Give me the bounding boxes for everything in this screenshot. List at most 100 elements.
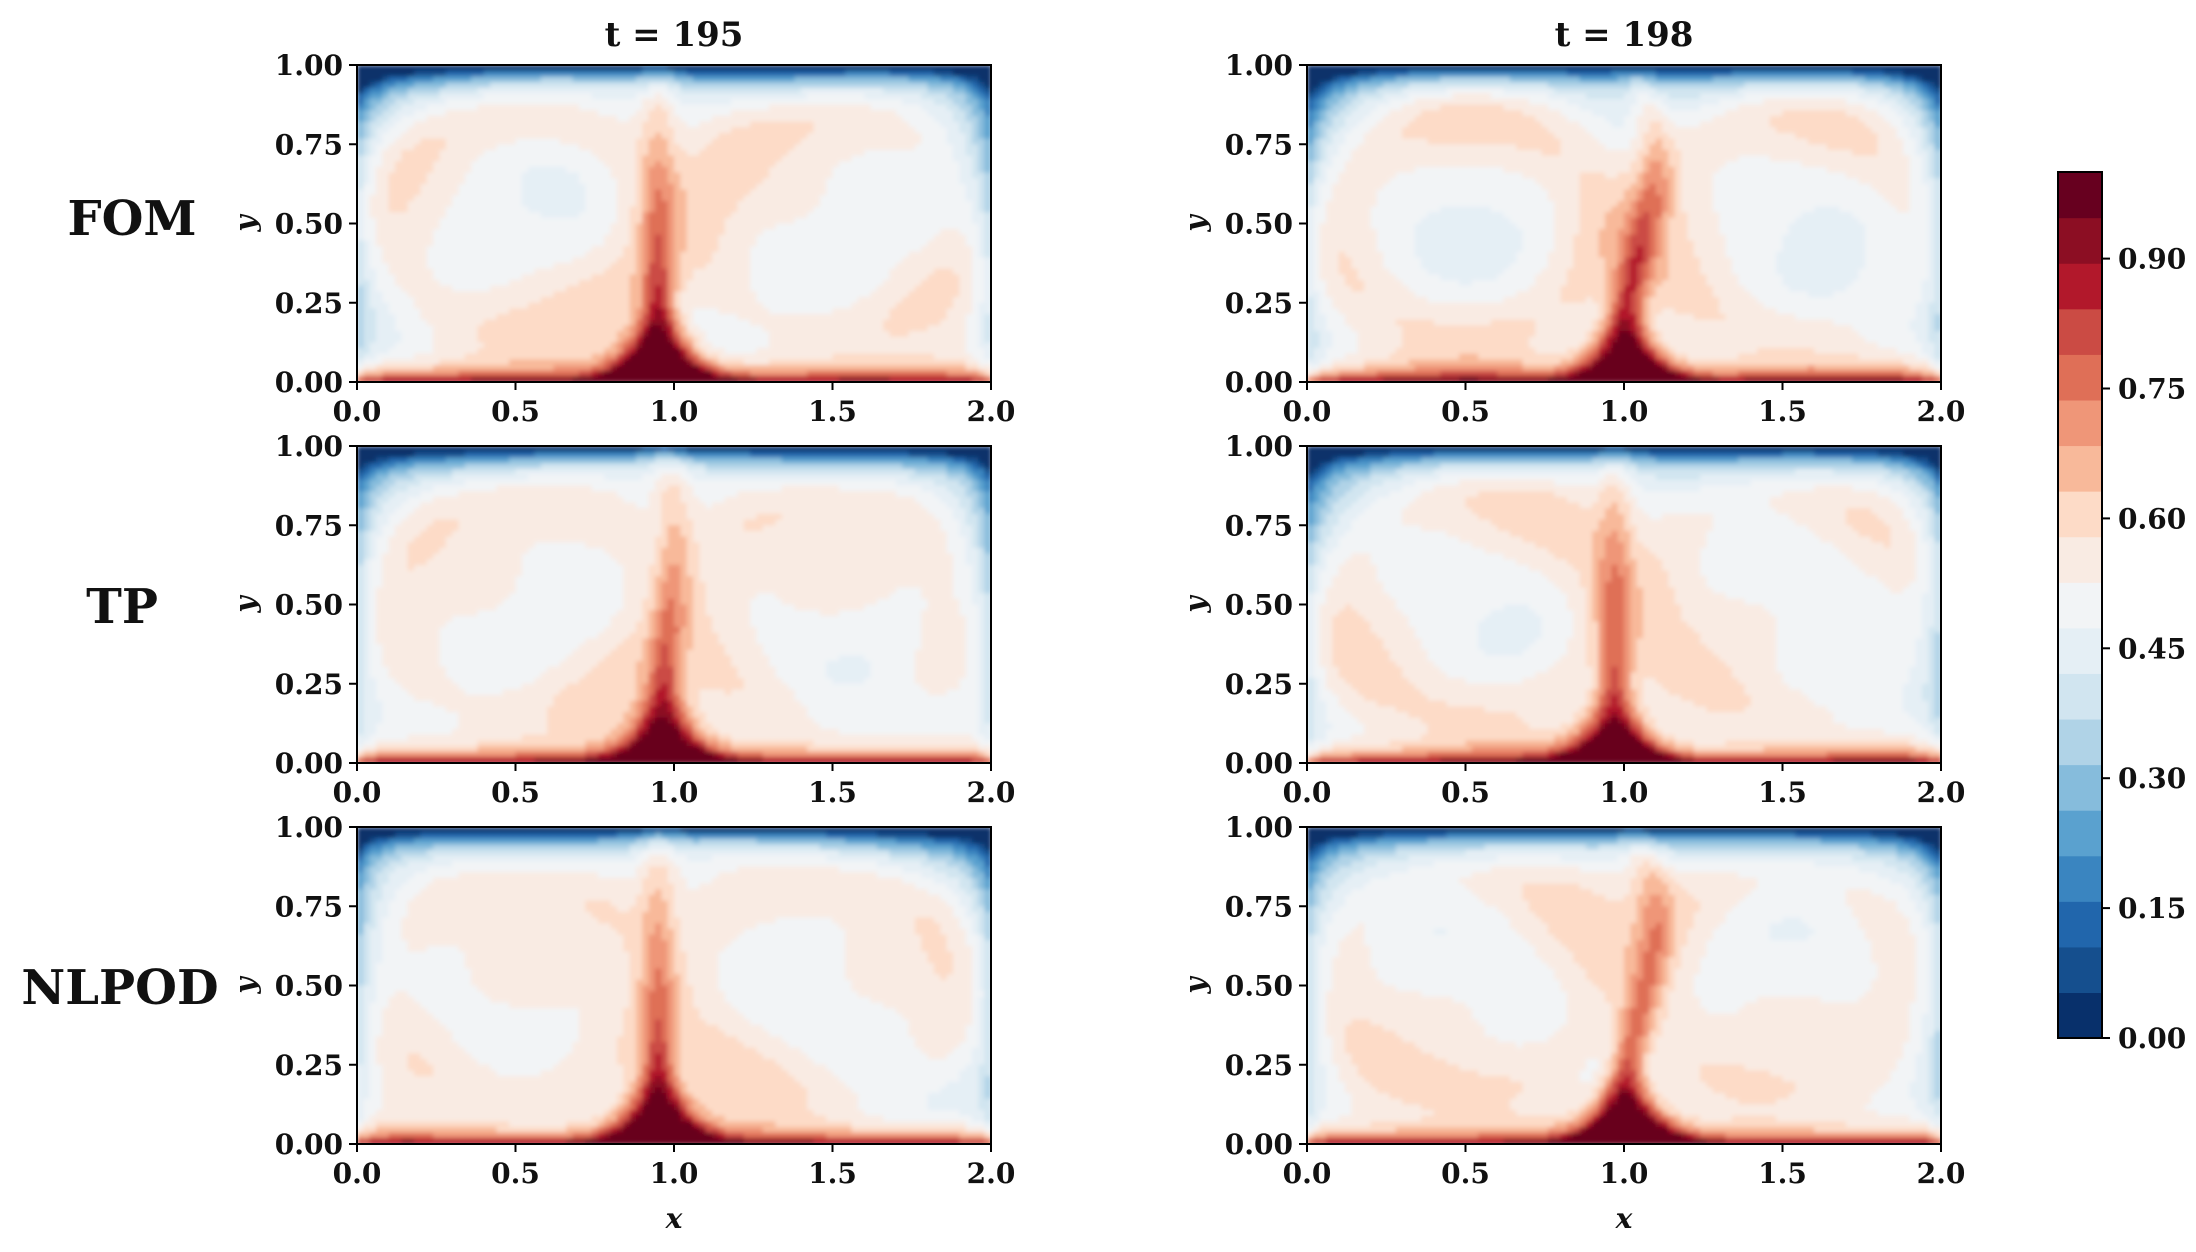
y-tick-label: 0.50 <box>275 208 343 241</box>
contour-field <box>357 65 991 382</box>
x-tick-label: 1.5 <box>808 1157 857 1190</box>
y-tick-label: 0.00 <box>275 1128 343 1161</box>
x-tick-label: 0.5 <box>1441 776 1490 809</box>
x-tick-label: 1.5 <box>1758 1157 1807 1190</box>
x-tick-label: 2.0 <box>1917 776 1966 809</box>
x-tick-label: 0.0 <box>333 776 382 809</box>
x-tick-label: 0.5 <box>491 395 540 428</box>
colorbar-tick-label: 0.00 <box>2118 1022 2186 1055</box>
col-title-right: t = 198 <box>1555 15 1694 55</box>
colorbar-segment <box>2058 445 2102 492</box>
y-tick-label: 1.00 <box>275 430 343 463</box>
y-axis-label: y <box>1179 214 1212 233</box>
panel-tp-right: 0.0 0.5 1.0 1.5 2.0 0.00 0.25 0.50 0.75 1.00 y <box>1179 430 1965 809</box>
x-tick-label: 2.0 <box>1917 1157 1966 1190</box>
colorbar-segment <box>2058 536 2102 583</box>
panel-nlpod-right: 0.0 0.5 1.0 1.5 2.0 0.00 0.25 0.50 0.75 1.00 y <box>1179 811 1965 1190</box>
x-tick-label: 1.0 <box>1600 1157 1649 1190</box>
y-axis-label: y <box>1179 595 1212 614</box>
y-tick-label: 0.25 <box>275 287 343 320</box>
x-tick-label: 0.0 <box>333 395 382 428</box>
x-tick-label: 0.5 <box>491 776 540 809</box>
colorbar-segment <box>2058 855 2102 902</box>
panel-fom-left: 0.0 0.5 1.0 1.5 2.0 0.00 0.25 0.50 0.75 1.00 y <box>229 49 1015 428</box>
x-tick-label: 2.0 <box>967 776 1016 809</box>
x-tick-label: 0.0 <box>1283 1157 1332 1190</box>
y-tick-label: 0.75 <box>1225 509 1293 542</box>
colorbar-tick-label: 0.30 <box>2118 762 2186 795</box>
x-tick-label: 1.5 <box>1758 395 1807 428</box>
y-tick-label: 1.00 <box>275 49 343 82</box>
y-tick-label: 0.25 <box>275 668 343 701</box>
colorbar-tick-label: 0.15 <box>2118 892 2186 925</box>
colorbar: 0.00 0.15 0.30 0.45 0.60 0.75 0.90 <box>2057 171 2186 1055</box>
x-tick-label: 0.5 <box>491 1157 540 1190</box>
colorbar-tick-label: 0.90 <box>2118 243 2186 276</box>
contour-field <box>1307 446 1941 763</box>
y-tick-label: 1.00 <box>1225 49 1293 82</box>
colorbar-segment <box>2058 399 2102 447</box>
y-tick-label: 0.50 <box>1225 970 1293 1003</box>
colorbar-segment <box>2058 354 2102 401</box>
colorbar-segment <box>2058 491 2102 538</box>
colorbar-segment <box>2058 308 2102 355</box>
y-tick-label: 0.00 <box>1225 747 1293 780</box>
xlabel-left: x <box>665 1202 683 1235</box>
x-tick-label: 0.0 <box>1283 776 1332 809</box>
y-tick-label: 0.25 <box>275 1049 343 1082</box>
y-tick-label: 0.00 <box>275 366 343 399</box>
y-tick-label: 0.00 <box>275 747 343 780</box>
x-tick-label: 2.0 <box>967 395 1016 428</box>
colorbar-segment <box>2058 673 2102 720</box>
colorbar-segment <box>2058 718 2102 766</box>
x-tick-label: 1.0 <box>1600 395 1649 428</box>
y-tick-label: 0.75 <box>275 890 343 923</box>
colorbar-segment <box>2058 946 2102 994</box>
y-axis-label: y <box>1179 976 1212 995</box>
x-tick-label: 1.0 <box>1600 776 1649 809</box>
colorbar-segment <box>2058 582 2102 629</box>
y-tick-label: 0.00 <box>1225 366 1293 399</box>
colorbar-tick-label: 0.75 <box>2118 373 2186 406</box>
y-tick-label: 0.75 <box>1225 128 1293 161</box>
colorbar-segment <box>2058 901 2102 948</box>
y-tick-label: 0.50 <box>275 970 343 1003</box>
y-tick-label: 0.00 <box>1225 1128 1293 1161</box>
colorbar-frame <box>2057 171 2103 1039</box>
x-tick-label: 1.5 <box>808 395 857 428</box>
y-tick-label: 0.75 <box>275 509 343 542</box>
x-tick-label: 0.5 <box>1441 395 1490 428</box>
colorbar-segment <box>2058 627 2102 674</box>
panel-tp-left: 0.0 0.5 1.0 1.5 2.0 0.00 0.25 0.50 0.75 1.00 y <box>229 430 1015 809</box>
colorbar-segment <box>2058 992 2102 1039</box>
row-label-nlpod: NLPOD <box>21 960 218 1016</box>
row-label-tp: TP <box>86 579 158 635</box>
x-tick-label: 0.0 <box>1283 395 1332 428</box>
y-tick-label: 0.50 <box>275 589 343 622</box>
x-tick-label: 1.0 <box>650 776 699 809</box>
col-title-left: t = 195 <box>605 15 744 55</box>
colorbar-segment <box>2058 764 2102 811</box>
x-tick-label: 0.0 <box>333 1157 382 1190</box>
y-tick-label: 1.00 <box>1225 430 1293 463</box>
y-tick-label: 0.50 <box>1225 589 1293 622</box>
row-label-fom: FOM <box>67 191 196 247</box>
colorbar-segment <box>2058 810 2102 857</box>
contour-field <box>1307 827 1941 1144</box>
x-tick-label: 2.0 <box>967 1157 1016 1190</box>
y-tick-label: 0.75 <box>275 128 343 161</box>
panel-fom-right: 0.0 0.5 1.0 1.5 2.0 0.00 0.25 0.50 0.75 1.00 y <box>1179 49 1965 428</box>
y-tick-label: 0.75 <box>1225 890 1293 923</box>
y-tick-label: 0.25 <box>1225 287 1293 320</box>
x-tick-label: 1.0 <box>650 1157 699 1190</box>
colorbar-tick-label: 0.60 <box>2118 502 2186 535</box>
x-tick-label: 1.5 <box>1758 776 1807 809</box>
colorbar-tick-label: 0.45 <box>2118 632 2186 665</box>
contour-field <box>357 446 991 763</box>
y-tick-label: 0.50 <box>1225 208 1293 241</box>
y-tick-label: 1.00 <box>1225 811 1293 844</box>
x-tick-label: 1.0 <box>650 395 699 428</box>
y-axis-label: y <box>229 976 262 995</box>
